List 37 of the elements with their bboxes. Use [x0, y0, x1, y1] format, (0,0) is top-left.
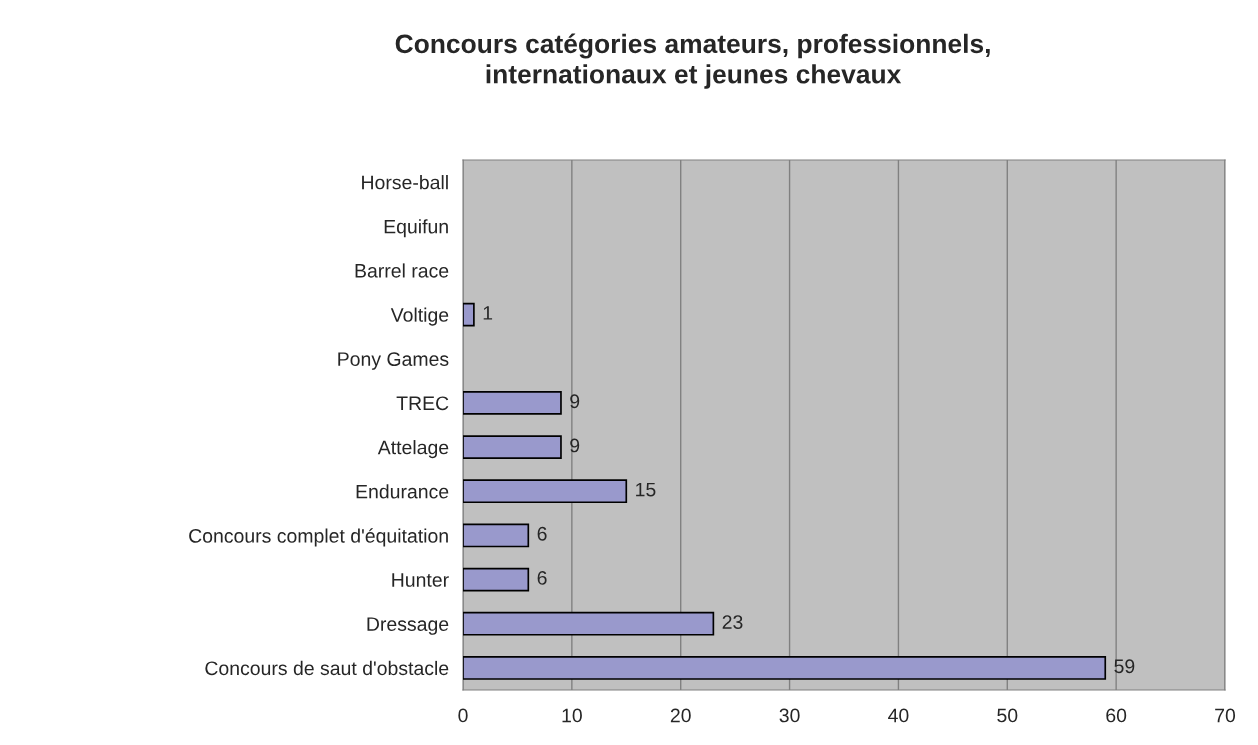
x-tick-label: 60 — [1106, 708, 1127, 723]
x-tick-label: 70 — [1215, 708, 1236, 723]
data-label: 6 — [537, 571, 547, 585]
y-tick-label: Concours de saut d'obstacle — [205, 660, 449, 676]
y-tick-label: Attelage — [377, 440, 449, 459]
y-tick-label: Concours complet d'équitation — [189, 528, 448, 547]
data-label: 9 — [570, 394, 580, 409]
bar — [463, 611, 715, 636]
y-tick-label: TREC — [396, 396, 449, 411]
x-tick-label: 20 — [670, 708, 691, 723]
bar — [463, 479, 628, 504]
x-tick-label: 50 — [997, 708, 1018, 723]
data-label: 59 — [1114, 659, 1135, 674]
y-tick-label: Hunter — [392, 573, 449, 587]
y-tick-label: Endurance — [356, 484, 449, 499]
bar — [463, 435, 562, 459]
y-tick-label: Dressage — [367, 617, 449, 635]
x-tick-label: 10 — [562, 708, 582, 723]
bar — [463, 523, 530, 548]
data-label: 1 — [483, 306, 493, 320]
y-tick-label: Pony Games — [338, 352, 449, 370]
bar — [463, 302, 475, 327]
data-label: 6 — [537, 526, 547, 541]
y-tick-label: Horse-ball — [362, 175, 448, 190]
data-label: 9 — [570, 438, 580, 453]
x-tick-label: 40 — [888, 708, 909, 723]
bar — [463, 567, 530, 592]
x-tick-label: 0 — [458, 708, 468, 723]
chart-title: Concours catégories amateurs, professionnels, internationaux et jeunes chevaux — [395, 33, 990, 89]
y-tick-label: Barrel race — [355, 263, 449, 278]
x-tick-label: 30 — [779, 708, 800, 723]
bar — [463, 391, 562, 415]
bar — [463, 656, 1107, 680]
data-label: 15 — [636, 482, 656, 497]
data-label: 23 — [722, 615, 743, 629]
y-tick-label: Voltige — [390, 307, 449, 326]
y-tick-label: Equifun — [384, 219, 448, 238]
